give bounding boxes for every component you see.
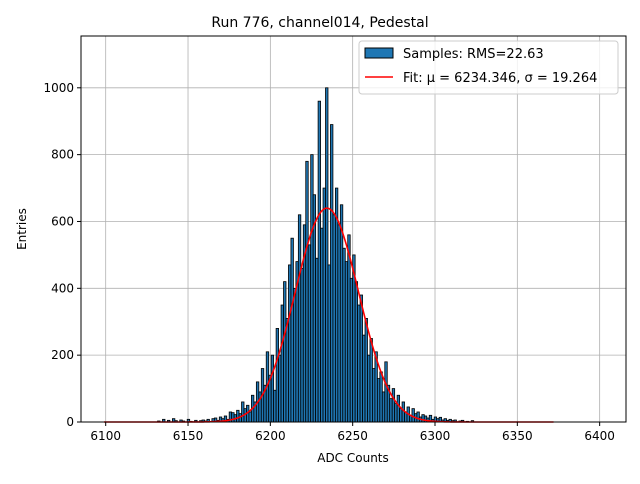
- x-tick-label: 6350: [502, 429, 533, 443]
- ticks: 6100 6150 6200 6250 6300 6350 6400 0 200 400 600 80…: [43, 81, 614, 443]
- legend-histogram-label: Samples: RMS=22.63: [403, 47, 544, 62]
- x-tick-label: 6200: [255, 429, 286, 443]
- x-tick-label: 6100: [90, 429, 121, 443]
- legend-fit-label: Fit: μ = 6234.346, σ = 19.264: [403, 71, 597, 86]
- x-tick-label: 6250: [337, 429, 368, 443]
- axes-frame: [80, 35, 627, 423]
- y-tick-label: 400: [51, 281, 74, 295]
- legend-box: [358, 40, 619, 95]
- y-axis-label: Entries: [15, 208, 29, 250]
- chart-title: Run 776, channel014, Pedestal: [211, 15, 428, 31]
- x-axis-label: ADC Counts: [317, 451, 389, 465]
- y-tick-label: 0: [66, 415, 74, 429]
- y-tick-label: 600: [51, 214, 74, 228]
- y-tick-label: 1000: [43, 81, 74, 95]
- x-tick-label: 6150: [173, 429, 204, 443]
- x-tick-label: 6400: [584, 429, 615, 443]
- y-tick-label: 800: [51, 148, 74, 162]
- legend: Samples: RMS=22.63 Fit: μ = 6234.346, σ …: [358, 40, 619, 95]
- y-tick-label: 200: [51, 348, 74, 362]
- x-tick-label: 6300: [420, 429, 451, 443]
- legend-histogram-swatch: [364, 47, 394, 59]
